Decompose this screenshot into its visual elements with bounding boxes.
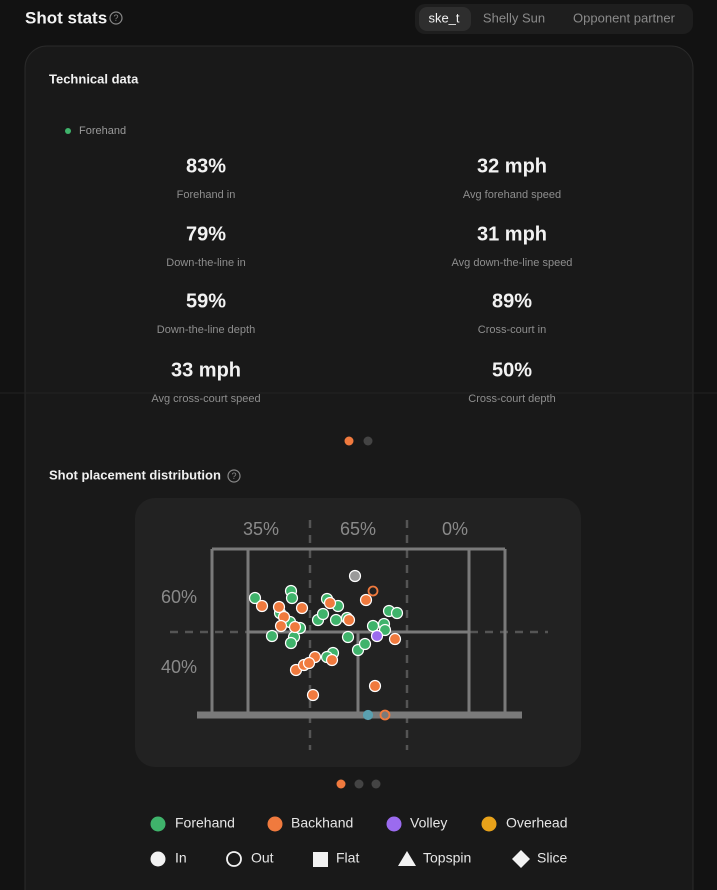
legend-label: Out (251, 850, 274, 866)
tab[interactable]: Opponent partner (573, 10, 676, 25)
legend-icon (150, 851, 166, 867)
stat-label: Avg forehand speed (463, 189, 561, 201)
legend-label: Slice (537, 850, 568, 866)
legend-label: Overhead (506, 815, 567, 831)
stat-value: 89% (492, 290, 532, 312)
legend: Forehand Backhand Volley Overhead In Out… (150, 815, 568, 868)
legend-label: Backhand (291, 815, 353, 831)
legend-label: In (175, 850, 187, 866)
stat-label: Forehand in (177, 189, 236, 201)
column-percent: 35% (243, 519, 279, 539)
legend-icon (512, 850, 530, 868)
tab-bar (415, 4, 693, 34)
stat-label: Avg down-the-line speed (452, 257, 573, 269)
shot-dots (248, 569, 404, 721)
page-dot[interactable] (363, 436, 373, 446)
stat-value: 31 mph (477, 223, 547, 245)
page-title: Shot stats (25, 8, 107, 27)
legend-label: Forehand (175, 815, 235, 831)
stats-grid: 83% Forehand in 32 mph Avg forehand speed 79… (151, 155, 572, 405)
dashed-zones (170, 520, 548, 750)
legend-label: Topspin (423, 850, 471, 866)
page-dot-active[interactable] (344, 436, 354, 446)
stat-label: Cross-court in (478, 324, 546, 336)
stat-label: Down-the-line depth (157, 324, 255, 336)
help-icon[interactable]: ? (227, 469, 241, 483)
stat-value: 32 mph (477, 155, 547, 177)
court-lines (197, 547, 522, 719)
row-percent: 40% (161, 657, 197, 677)
legend-icon (226, 851, 242, 867)
stat-value: 59% (186, 290, 226, 312)
section-title: Shot placement distribution (49, 467, 221, 482)
stat-label: Avg cross-court speed (151, 393, 260, 405)
tab[interactable]: Shelly Sun (483, 10, 545, 25)
page-dot[interactable] (354, 779, 364, 789)
legend-swatch (267, 816, 283, 832)
tab[interactable]: ske_t (428, 10, 459, 25)
column-percent: 65% (340, 519, 376, 539)
page-dot[interactable] (371, 779, 381, 789)
stat-value: 33 mph (171, 359, 241, 381)
legend-icon (313, 852, 328, 867)
section-title: Technical data (49, 71, 139, 86)
tab-selected-bg (419, 7, 471, 31)
legend-label: Volley (410, 815, 447, 831)
legend-swatch (386, 816, 402, 832)
stat-label: Cross-court depth (468, 393, 555, 405)
stat-value: 50% (492, 359, 532, 381)
column-percent: 0% (442, 519, 468, 539)
svg-text:?: ? (113, 13, 118, 23)
stat-value: 79% (186, 223, 226, 245)
legend-dot (65, 128, 71, 134)
page-dot-active[interactable] (336, 779, 346, 789)
stat-label: Down-the-line in (166, 257, 245, 269)
row-percent: 60% (161, 587, 197, 607)
legend-label: Forehand (79, 125, 126, 137)
legend-swatch (481, 816, 497, 832)
help-icon[interactable]: ? (109, 11, 123, 25)
legend-swatch (150, 816, 166, 832)
legend-label: Flat (336, 850, 359, 866)
legend-icon (398, 851, 416, 866)
stat-value: 83% (186, 155, 226, 177)
svg-text:?: ? (231, 471, 236, 481)
